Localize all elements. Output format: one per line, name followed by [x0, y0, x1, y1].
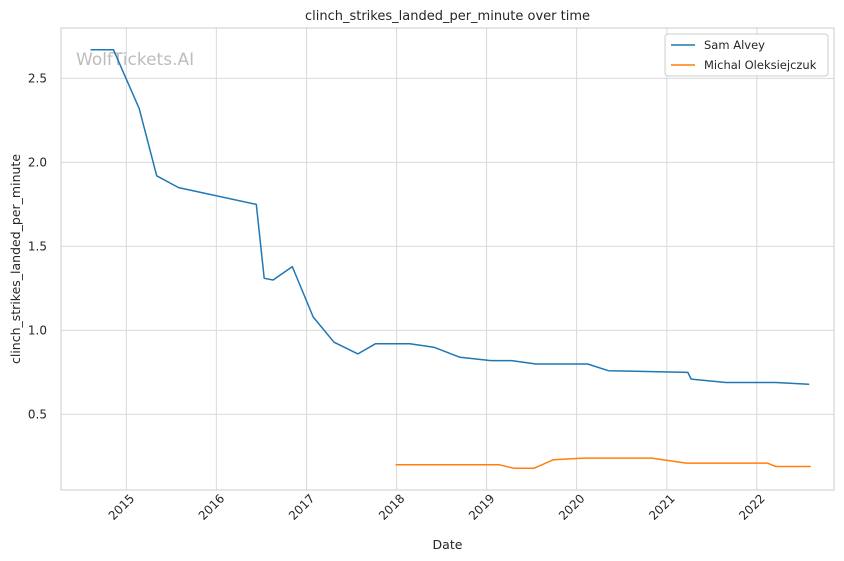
- legend-box: [664, 33, 829, 77]
- y-tick-label: 0.5: [28, 407, 47, 421]
- y-tick-label: 1.0: [28, 323, 47, 337]
- y-tick-label: 2.5: [28, 71, 47, 85]
- grid: [61, 28, 834, 490]
- y-tick-label: 1.5: [28, 239, 47, 253]
- series-line-sam-alvey: [90, 49, 810, 385]
- legend: Sam Alvey Michal Oleksiejczuk: [664, 33, 829, 77]
- chart-title: clinch_strikes_landed_per_minute over ti…: [305, 9, 590, 24]
- watermark: WolfTickets.AI: [76, 50, 194, 70]
- plot-frame: [60, 27, 835, 491]
- legend-label: Sam Alvey: [704, 38, 765, 52]
- y-tick-label: 2.0: [28, 155, 47, 169]
- y-axis-label: clinch_strikes_landed_per_minute: [8, 154, 23, 364]
- series-layer: [90, 49, 811, 469]
- legend-label: Michal Oleksiejczuk: [704, 58, 817, 72]
- x-axis-label: Date: [433, 537, 463, 552]
- series-line-michal-oleksiejczuk: [395, 457, 811, 469]
- y-axis-ticks: 0.5 1.0 1.5 2.0 2.5: [28, 71, 47, 421]
